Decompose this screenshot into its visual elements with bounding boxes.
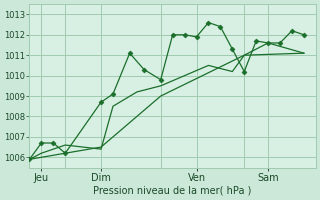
X-axis label: Pression niveau de la mer( hPa ): Pression niveau de la mer( hPa ) (93, 186, 252, 196)
